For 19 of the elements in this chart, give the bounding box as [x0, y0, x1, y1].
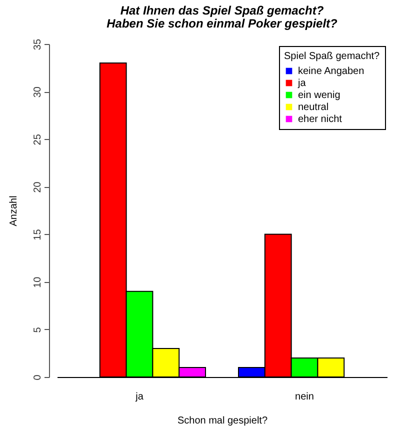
- y-tick-label: 30: [32, 86, 44, 98]
- x-tick-label: nein: [295, 392, 314, 402]
- chart-subtitle: Haben Sie schon einmal Poker gespielt?: [106, 16, 338, 30]
- legend-label: ein wenig: [298, 90, 340, 101]
- y-tick-label: 35: [32, 38, 44, 50]
- y-axis-title: Anzahl: [8, 196, 20, 226]
- y-tick-label: 5: [32, 326, 44, 333]
- y-tick-label: 25: [32, 134, 44, 146]
- chart-title: Hat Ihnen das Spiel Spaß gemacht?: [120, 3, 324, 18]
- y-tick-label: 0: [32, 374, 44, 380]
- x-axis-title: Schon mal gespielt?: [177, 416, 268, 426]
- legend-label: ja: [297, 78, 306, 89]
- y-tick-label: 20: [32, 181, 44, 193]
- legend-title: Spiel Spaß gemacht?: [284, 51, 380, 62]
- y-tick-label: 15: [32, 228, 44, 240]
- y-tick-label: 10: [32, 276, 44, 288]
- legend-label: keine Angaben: [298, 66, 364, 77]
- legend-label: neutral: [298, 102, 329, 113]
- legend-label: eher nicht: [298, 114, 342, 125]
